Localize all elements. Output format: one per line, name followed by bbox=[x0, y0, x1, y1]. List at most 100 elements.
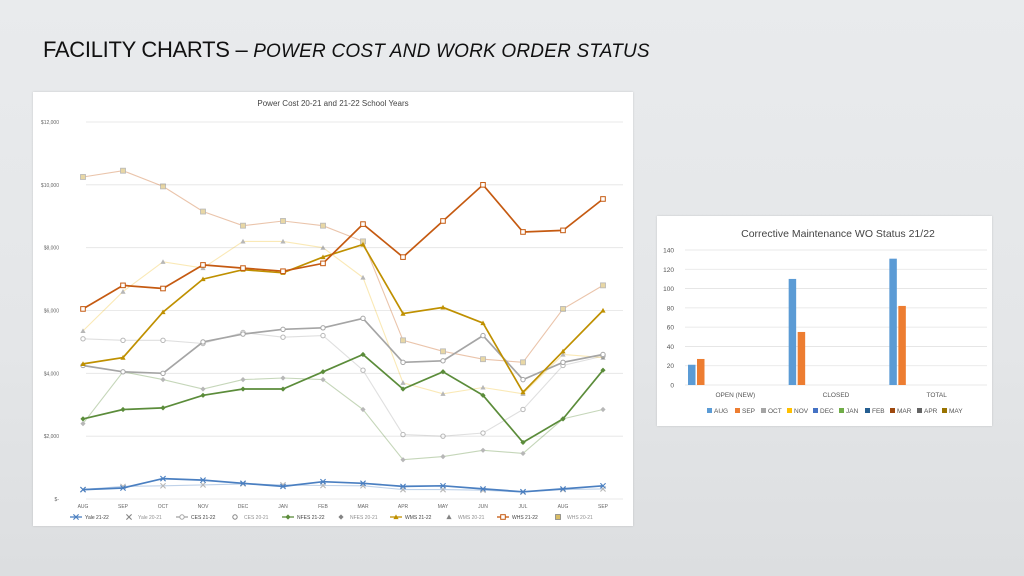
series-line bbox=[82, 317, 604, 381]
data-point bbox=[320, 369, 326, 375]
legend-item: OCT bbox=[761, 408, 782, 415]
data-point bbox=[80, 336, 86, 342]
series-wms-20-21 bbox=[80, 238, 606, 396]
legend-swatch bbox=[707, 408, 712, 413]
data-point bbox=[480, 356, 486, 363]
data-point bbox=[120, 355, 126, 360]
data-point bbox=[440, 391, 446, 396]
data-point bbox=[560, 416, 566, 422]
series-line bbox=[82, 331, 604, 437]
data-point bbox=[440, 482, 446, 489]
bar-aug bbox=[688, 364, 696, 385]
data-point bbox=[560, 348, 566, 354]
data-point bbox=[360, 274, 366, 280]
y-tick-label: 80 bbox=[667, 305, 675, 312]
data-point bbox=[200, 339, 206, 345]
legend-item: CES 20-21 bbox=[229, 514, 269, 521]
data-point bbox=[120, 289, 126, 294]
series-line bbox=[82, 183, 604, 310]
legend-label: AUG bbox=[714, 408, 728, 415]
legend-marker bbox=[446, 514, 452, 520]
data-point bbox=[480, 485, 486, 492]
legend-label: WHS 20-21 bbox=[567, 515, 593, 521]
x-tick-label: JUN bbox=[478, 504, 488, 510]
legend-item: Yale 21-22 bbox=[70, 514, 109, 521]
data-point bbox=[240, 238, 246, 244]
y-tick-label: $- bbox=[55, 497, 60, 503]
series-line bbox=[82, 477, 604, 493]
legend-label: WHS 21-22 bbox=[512, 515, 538, 521]
data-point bbox=[520, 389, 526, 395]
legend-label: MAR bbox=[897, 408, 912, 415]
data-point bbox=[520, 450, 526, 457]
legend-item: WHS 20-21 bbox=[552, 514, 593, 521]
legend-marker bbox=[232, 514, 238, 520]
data-point bbox=[200, 276, 206, 282]
x-tick-label: AUG bbox=[558, 504, 569, 510]
legend-item: MAR bbox=[890, 408, 912, 415]
data-point bbox=[520, 439, 526, 446]
data-point bbox=[600, 351, 606, 358]
data-point bbox=[600, 367, 606, 373]
data-point bbox=[560, 306, 566, 312]
legend-label: APR bbox=[924, 408, 938, 415]
data-point bbox=[520, 406, 526, 413]
data-point bbox=[600, 196, 606, 202]
data-point bbox=[160, 370, 166, 377]
legend-swatch bbox=[761, 408, 766, 413]
legend-item: APR bbox=[917, 408, 938, 415]
bar-sep bbox=[697, 358, 705, 385]
series-whs-21-22 bbox=[80, 182, 606, 312]
data-point bbox=[360, 351, 366, 358]
data-point bbox=[440, 218, 446, 224]
legend-item: MAY bbox=[942, 408, 963, 415]
data-point bbox=[160, 337, 166, 344]
bar-sep bbox=[898, 305, 906, 385]
data-point bbox=[360, 367, 366, 373]
power-cost-chart-title: Power Cost 20-21 and 21-22 School Years bbox=[257, 99, 408, 108]
y-tick-label: 60 bbox=[667, 325, 675, 332]
x-tick-label: JAN bbox=[278, 504, 288, 510]
y-tick-label: $6,000 bbox=[44, 309, 60, 315]
data-point bbox=[400, 386, 406, 392]
y-tick-label: 140 bbox=[663, 248, 674, 255]
x-tick-label: NOV bbox=[198, 504, 210, 510]
legend-item: DEC bbox=[813, 408, 834, 415]
y-tick-label: $8,000 bbox=[44, 246, 60, 252]
y-tick-label: 40 bbox=[667, 344, 675, 351]
x-tick-label: FEB bbox=[318, 504, 328, 510]
data-point bbox=[160, 285, 166, 292]
data-point bbox=[560, 359, 566, 366]
legend-swatch bbox=[735, 408, 740, 413]
legend-item: NFES 20-21 bbox=[335, 514, 378, 521]
data-point bbox=[120, 369, 126, 375]
data-point bbox=[80, 486, 86, 493]
data-point bbox=[280, 483, 286, 490]
data-point bbox=[160, 482, 166, 489]
power-cost-chart-panel: Power Cost 20-21 and 21-22 School Years … bbox=[33, 92, 633, 526]
data-point bbox=[120, 282, 126, 289]
x-tick-label: TOTAL bbox=[926, 392, 947, 399]
data-point bbox=[360, 221, 366, 227]
data-point bbox=[160, 183, 166, 190]
data-point bbox=[120, 485, 126, 491]
legend-marker bbox=[179, 514, 185, 520]
series-yale-21-22 bbox=[80, 475, 606, 495]
legend-item: WMS 20-21 bbox=[443, 514, 485, 521]
x-tick-label: AUG bbox=[78, 504, 89, 510]
legend-marker bbox=[555, 514, 561, 520]
legend-item: CES 21-22 bbox=[176, 514, 216, 521]
data-point bbox=[360, 480, 366, 487]
data-point bbox=[80, 361, 86, 366]
legend-label: WMS 20-21 bbox=[458, 515, 485, 521]
data-point bbox=[560, 351, 566, 357]
data-point bbox=[480, 430, 486, 436]
legend-label: NFES 20-21 bbox=[350, 515, 378, 521]
data-point bbox=[520, 229, 526, 235]
slide-title-main: FACILITY CHARTS – bbox=[43, 37, 254, 62]
data-point bbox=[80, 174, 86, 180]
series-ces-21-22 bbox=[80, 315, 606, 383]
legend-swatch bbox=[890, 408, 895, 413]
wo-status-chart-title: Corrective Maintenance WO Status 21/22 bbox=[741, 228, 935, 240]
data-point bbox=[280, 375, 286, 381]
